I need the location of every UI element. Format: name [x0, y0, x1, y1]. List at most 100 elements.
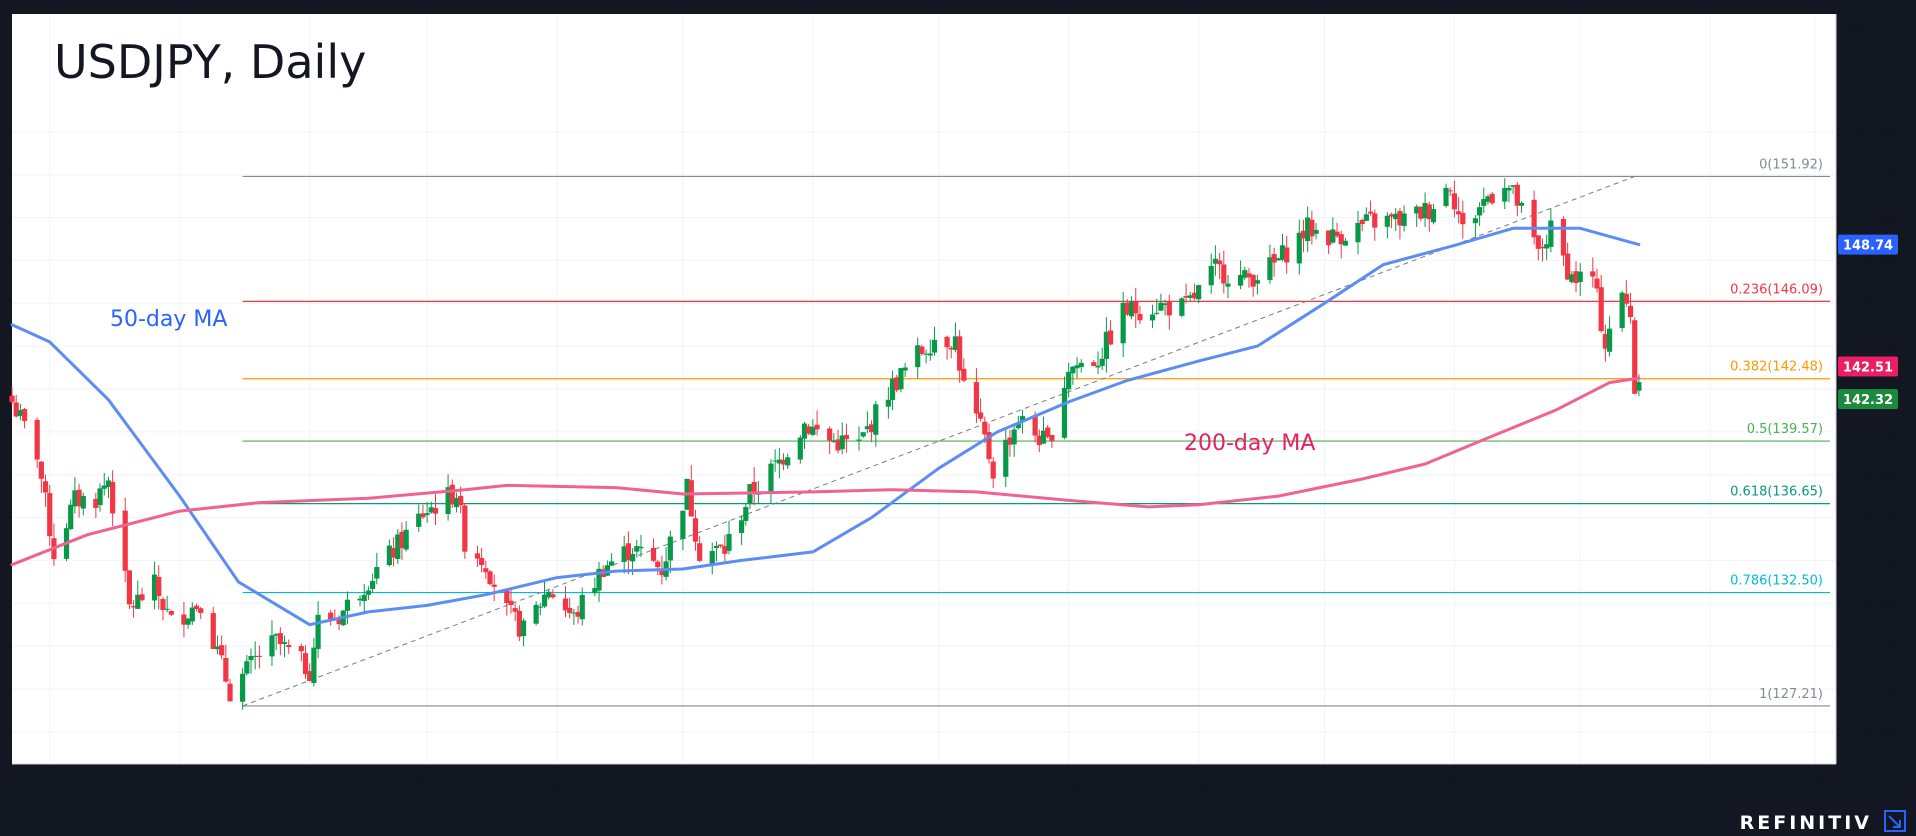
candle-body: [1531, 199, 1537, 238]
candle-body: [1326, 230, 1332, 246]
candle-body: [1367, 211, 1374, 214]
candle-body: [101, 485, 107, 489]
candle-body: [1250, 274, 1256, 287]
candle-body: [357, 598, 363, 601]
candle-body: [579, 594, 585, 620]
candle-body: [1242, 270, 1248, 278]
ma50-annotation: 50-day MA: [110, 307, 227, 332]
candle-body: [110, 481, 116, 514]
candle-body: [1246, 273, 1252, 278]
candle-body: [248, 656, 254, 661]
candle-body: [1011, 429, 1017, 445]
y-tick-label: 150.00: [1850, 212, 1896, 227]
x-tick-label: May: [668, 776, 697, 792]
candle-body: [1309, 219, 1315, 237]
candle-body: [718, 544, 724, 547]
x-tick-label: 26: [1806, 776, 1824, 792]
candle-body: [1393, 213, 1399, 220]
candle-body: [541, 594, 548, 607]
candle-body: [952, 336, 959, 350]
candle-body: [592, 588, 598, 594]
candle-body: [1623, 293, 1629, 304]
candle-body: [1166, 301, 1172, 316]
fib-level-label: 0.236(146.09): [1730, 282, 1823, 297]
candle-body: [957, 336, 963, 371]
candle-body: [533, 604, 539, 624]
candle-body: [726, 534, 732, 551]
candle-body: [810, 426, 816, 435]
candle-body: [1330, 229, 1336, 243]
candle-body: [1133, 301, 1139, 314]
price-labels: 148.74 142.51 142.32: [1838, 234, 1898, 410]
candle-body: [634, 546, 640, 552]
candle-body: [508, 600, 514, 606]
x-tick-label: Feb: [297, 776, 322, 792]
price-label-text: 142.32: [1843, 393, 1893, 408]
candle-body: [1334, 231, 1340, 237]
x-tick-label: Aug: [1055, 776, 1082, 792]
candle-body: [625, 543, 631, 561]
candle-body: [1196, 285, 1202, 300]
candle-body: [1569, 274, 1575, 283]
candle-body: [311, 647, 317, 684]
candle-body: [1397, 211, 1403, 226]
fib-level-label: 0.5(139.57): [1747, 422, 1823, 437]
candle-body: [38, 461, 44, 479]
candle-body: [1539, 246, 1546, 249]
candle-body: [504, 589, 510, 604]
candle-body: [273, 634, 279, 636]
candle-body: [944, 336, 950, 348]
candle-body: [1183, 295, 1189, 298]
candle-body: [575, 611, 581, 617]
candle-body: [923, 353, 929, 355]
candle-body: [1061, 387, 1068, 438]
candle-body: [1275, 258, 1281, 261]
candle-body: [768, 463, 774, 492]
candle-body: [1430, 209, 1437, 223]
candle-body: [1359, 220, 1365, 225]
x-tick-label: 2024: [1691, 776, 1730, 792]
candle-body: [927, 353, 933, 356]
candle-body: [1187, 295, 1193, 298]
y-axis: 126.00 128.00 130.00 132.00 134.00 136.00 138.…: [1835, 14, 1896, 764]
x-tick-label: Mar: [414, 776, 441, 792]
y-tick-label: 134.00: [1850, 554, 1896, 569]
candle-body: [739, 520, 745, 533]
y-tick-label: 146.00: [1850, 297, 1896, 312]
price-label-text: 142.51: [1843, 361, 1893, 376]
candle-body: [889, 378, 896, 400]
candle-body: [252, 655, 258, 657]
candle-body: [688, 480, 694, 517]
candle-body: [1225, 283, 1231, 287]
candle-body: [1162, 303, 1168, 306]
candle-body: [315, 614, 321, 649]
candle-body: [1460, 213, 1466, 225]
candle-body: [512, 608, 518, 612]
candle-body: [1514, 184, 1520, 206]
candle-body: [722, 546, 728, 554]
candle-body: [1300, 230, 1307, 239]
candle-body: [1284, 247, 1290, 263]
candle-body: [797, 437, 803, 460]
candle-body: [1078, 362, 1084, 367]
candle-body: [395, 534, 401, 560]
brand-logo-text: REFINITIV: [1739, 812, 1872, 834]
candle-body: [1103, 331, 1109, 359]
y-tick-label: 126.00: [1850, 726, 1896, 741]
candle-body: [1070, 366, 1076, 374]
candle-body: [1577, 271, 1583, 283]
x-axis: Dec 2023 Feb Mar Apr May Jun Jul Aug Sep Oct Nov Dec…: [12, 763, 1836, 792]
candle-body: [713, 545, 720, 549]
x-tick-label: Dec: [36, 776, 63, 792]
candle-body: [76, 489, 82, 507]
price-label-box: [1838, 356, 1898, 377]
candle-body: [214, 646, 221, 650]
candle-body: [223, 658, 229, 682]
candle-body: [1456, 211, 1462, 215]
candle-body: [1518, 202, 1525, 206]
candle-body: [1426, 204, 1432, 220]
candle-body: [139, 594, 145, 601]
candle-body: [269, 635, 275, 657]
candle-body: [692, 518, 699, 542]
candle-body: [990, 461, 996, 479]
